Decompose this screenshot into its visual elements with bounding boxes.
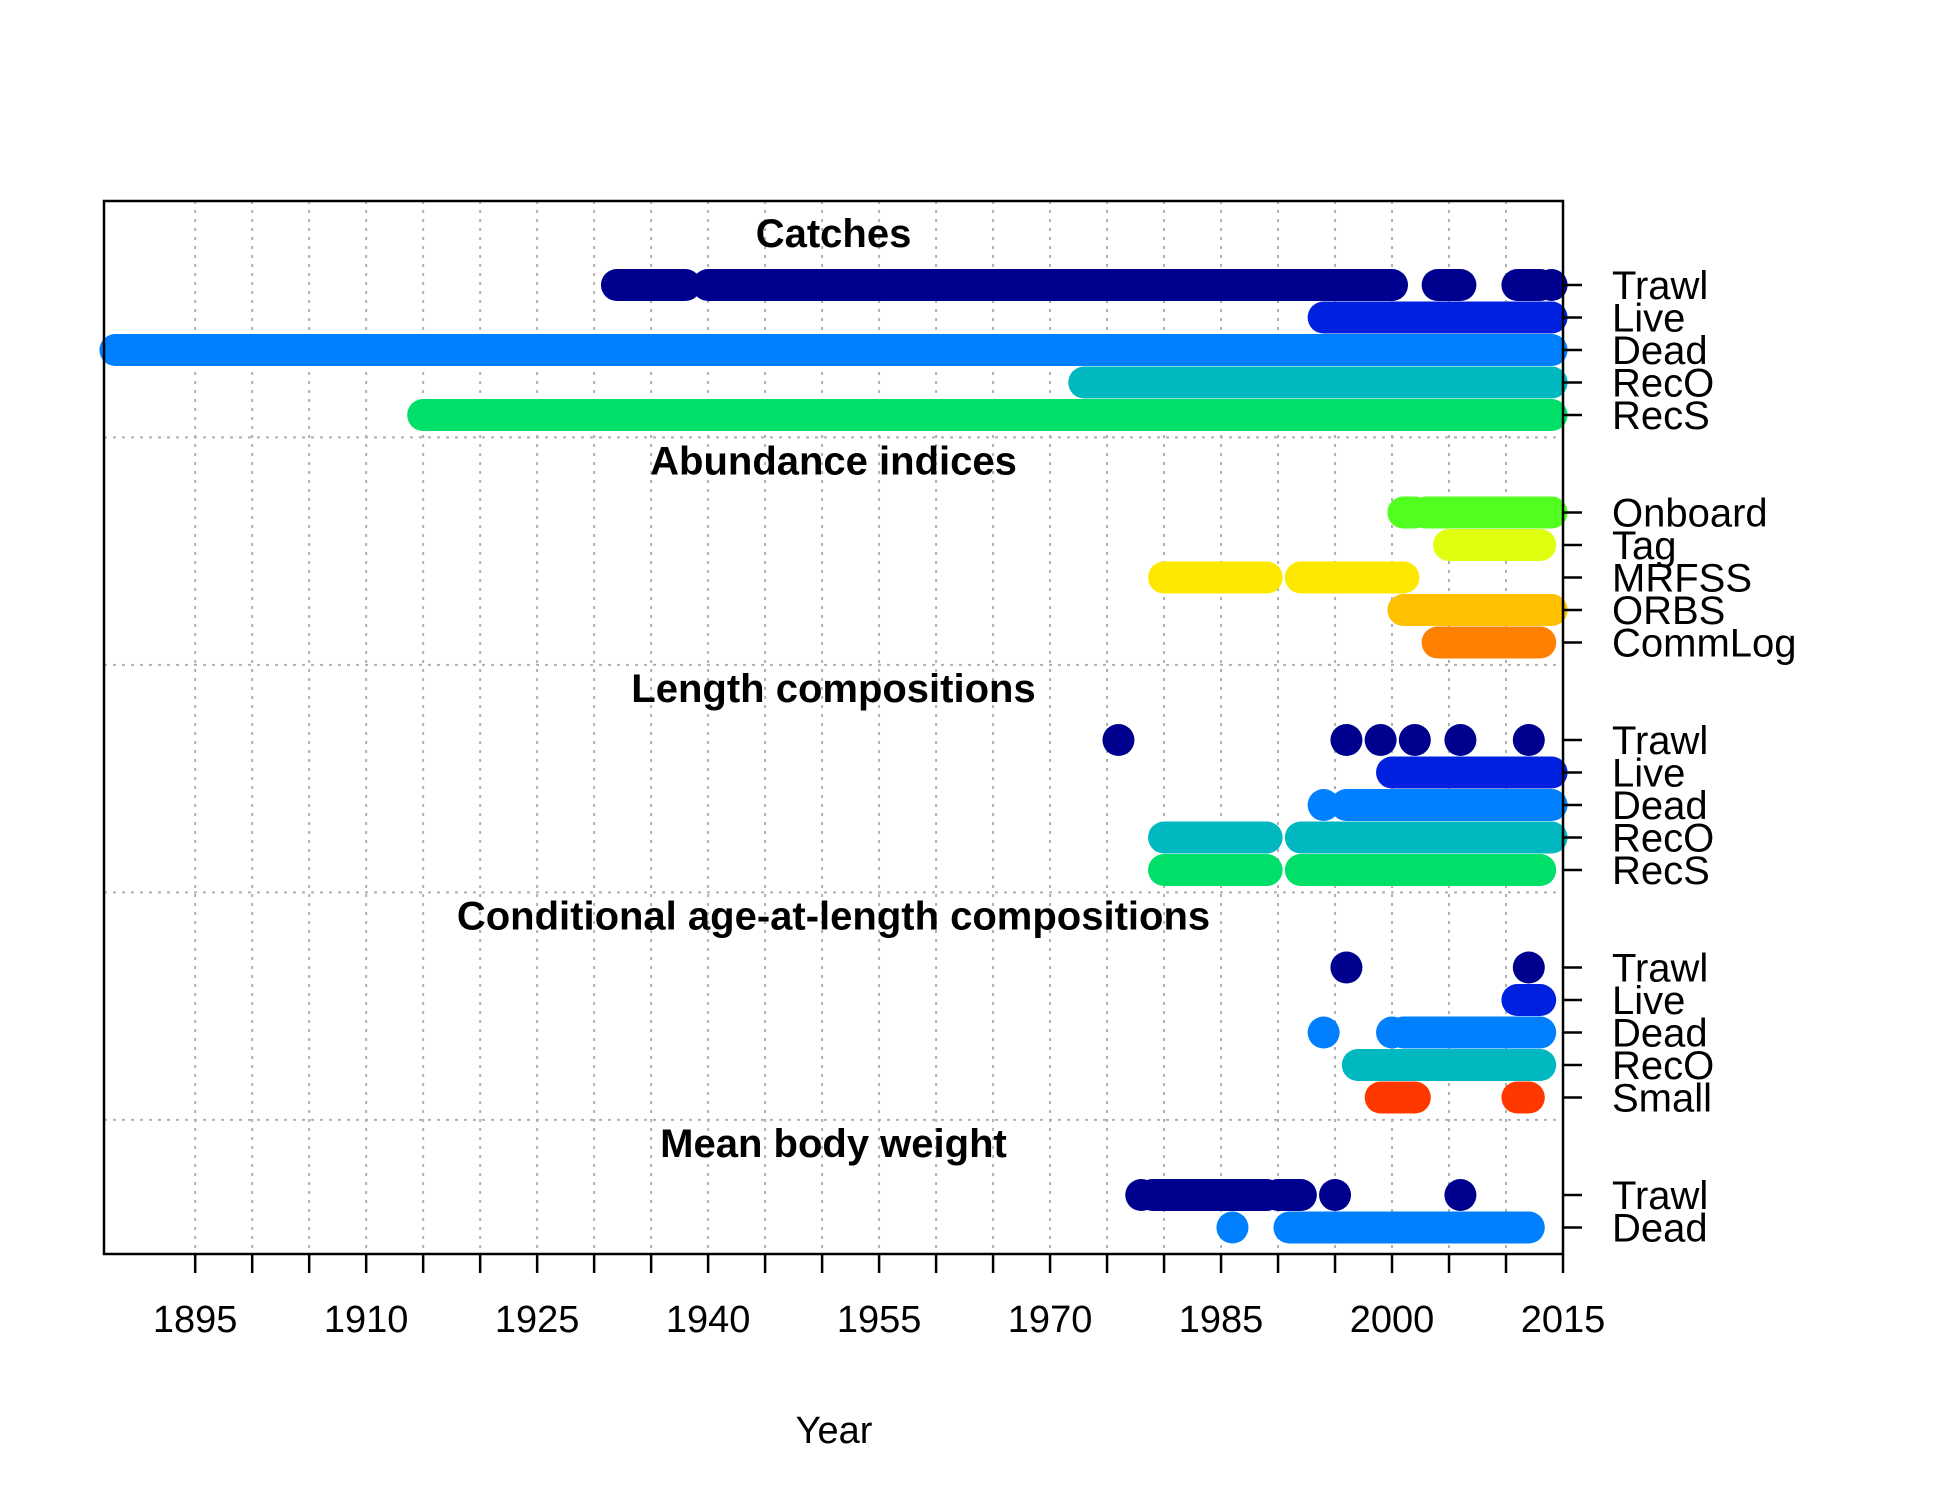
series-label-dead: Dead xyxy=(1612,784,1708,828)
data-point xyxy=(1102,724,1135,756)
series-label-live: Live xyxy=(1612,979,1685,1023)
data-point xyxy=(1216,1211,1249,1244)
data-point xyxy=(1307,789,1340,821)
x-tick-label: 1910 xyxy=(324,1299,409,1341)
data-point xyxy=(1398,724,1431,756)
series-dead-marks xyxy=(1216,1211,1545,1244)
data-point xyxy=(1512,951,1545,984)
series-dead-marks xyxy=(1307,789,1568,821)
series-trawl-marks xyxy=(1125,1179,1477,1211)
labels: 1895 1910 1925 1940 1955 1970 1985 2000 2015 Catc… xyxy=(153,212,1797,1341)
series-dead-marks xyxy=(1307,1016,1557,1049)
x-tick-label: 1940 xyxy=(666,1299,751,1341)
x-tick-label: 1895 xyxy=(153,1299,238,1341)
x-tick-label: 1955 xyxy=(837,1299,922,1341)
axes xyxy=(102,199,1582,1273)
series-label-onboard: Onboard xyxy=(1612,492,1768,536)
series-label-orbs: ORBS xyxy=(1612,589,1725,633)
x-tick-label: 1925 xyxy=(495,1299,580,1341)
series-label-trawl: Trawl xyxy=(1612,264,1708,308)
series-trawl-marks xyxy=(1102,724,1545,756)
series-label-reco: RecO xyxy=(1612,1044,1714,1088)
section-title: Conditional age-at-length compositions xyxy=(457,895,1210,939)
series-label-reco: RecO xyxy=(1612,362,1714,406)
series-label-dead: Dead xyxy=(1612,1012,1708,1056)
data-point xyxy=(1364,724,1397,756)
series-trawl-marks xyxy=(1330,951,1545,984)
x-tick-label: 2000 xyxy=(1350,1299,1435,1341)
series-label-small: Small xyxy=(1612,1077,1712,1121)
series-label-trawl: Trawl xyxy=(1612,1174,1708,1218)
x-tick-label: 1970 xyxy=(1008,1299,1093,1341)
section-title: Abundance indices xyxy=(650,440,1017,484)
series-label-live: Live xyxy=(1612,752,1685,796)
data-marks xyxy=(99,269,1568,1244)
data-point xyxy=(1330,951,1363,984)
series-label-reco: RecO xyxy=(1612,817,1714,861)
data-point xyxy=(1307,1016,1340,1049)
data-point xyxy=(1444,1179,1477,1211)
plot-frame xyxy=(102,199,1565,1256)
data-point xyxy=(1444,724,1477,756)
section-title: Length compositions xyxy=(631,667,1035,711)
x-tick-label: 2015 xyxy=(1521,1299,1606,1341)
grid-lines xyxy=(104,201,1563,1254)
series-label-trawl: Trawl xyxy=(1612,947,1708,991)
series-label-trawl: Trawl xyxy=(1612,719,1708,763)
series-label-commlog: CommLog xyxy=(1612,622,1797,666)
series-label-tag: Tag xyxy=(1612,524,1677,568)
data-point xyxy=(1535,269,1568,301)
section-title: Mean body weight xyxy=(660,1122,1007,1166)
data-point xyxy=(1512,724,1545,756)
series-trawl-marks xyxy=(600,269,1568,301)
series-label-dead: Dead xyxy=(1612,329,1708,373)
data-point xyxy=(1319,1179,1352,1211)
x-tick-label: 1985 xyxy=(1179,1299,1264,1341)
series-label-live: Live xyxy=(1612,297,1685,341)
data-point xyxy=(1330,724,1363,756)
section-title: Catches xyxy=(756,212,912,256)
x-axis-title: Year xyxy=(796,1410,873,1452)
series-label-mrfss: MRFSS xyxy=(1612,557,1752,601)
series-label-recs: RecS xyxy=(1612,849,1710,893)
series-label-recs: RecS xyxy=(1612,394,1710,438)
series-label-dead: Dead xyxy=(1612,1207,1708,1251)
